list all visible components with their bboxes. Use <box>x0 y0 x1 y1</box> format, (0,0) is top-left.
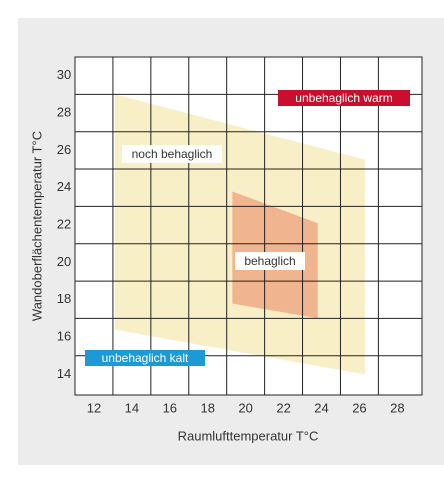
y-tick-label: 22 <box>57 217 71 232</box>
y-tick-label: 28 <box>57 104 71 119</box>
x-tick-label: 18 <box>200 400 214 415</box>
x-tick-label: 16 <box>163 400 177 415</box>
y-tick-label: 26 <box>57 142 71 157</box>
y-tick-label: 14 <box>57 366 71 381</box>
x-tick-label: 28 <box>390 400 404 415</box>
x-tick-label: 12 <box>87 400 101 415</box>
x-axis-title: Raumlufttemperatur T°C <box>178 428 319 443</box>
x-tick-label: 24 <box>314 400 328 415</box>
region-label: behaglich <box>244 254 295 268</box>
y-tick-label: 30 <box>57 67 71 82</box>
x-tick-label: 26 <box>352 400 366 415</box>
x-tick-label: 14 <box>125 400 139 415</box>
annotation: unbehaglich kalt <box>102 351 189 365</box>
y-tick-label: 20 <box>57 254 71 269</box>
y-tick-label: 24 <box>57 179 71 194</box>
y-tick-label: 18 <box>57 291 71 306</box>
x-tick-label: 22 <box>276 400 290 415</box>
x-tick-label: 20 <box>238 400 252 415</box>
region-label: noch behaglich <box>132 147 213 161</box>
chart: 12 14 16 18 20 22 24 26 28 14 16 18 20 22 24 26 28 30 noch… <box>0 0 444 482</box>
y-tick-label: 16 <box>57 329 71 344</box>
y-axis-title: Wandoberflächentemperatur T°C <box>29 131 44 321</box>
annotation: unbehaglich warm <box>295 91 392 105</box>
page: {"chart_data": {"type": "polygon", "x_la… <box>0 0 444 482</box>
